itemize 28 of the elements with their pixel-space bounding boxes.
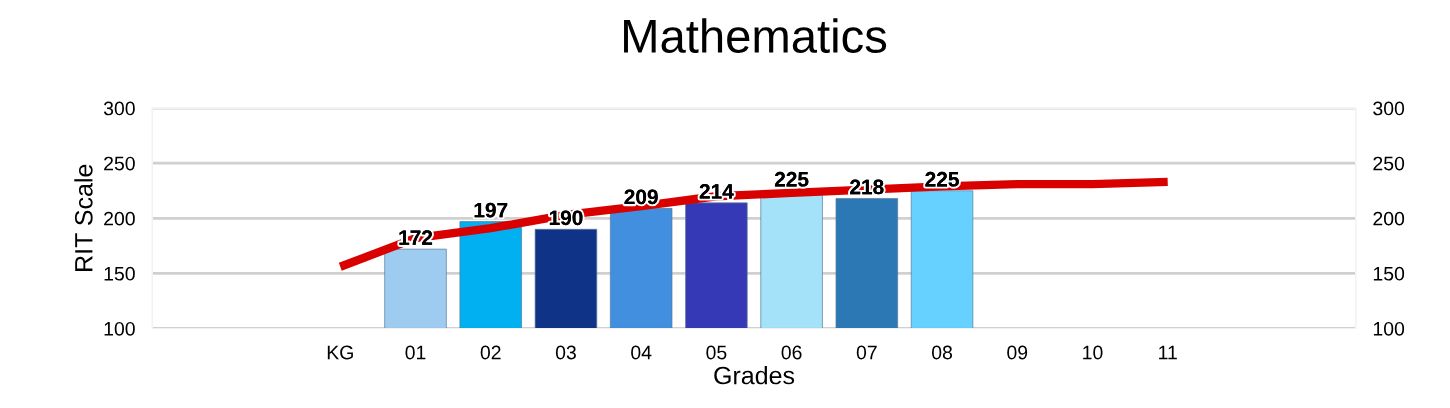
y-tick-label: 100: [104, 321, 135, 336]
y-tick-label: 250: [104, 156, 135, 171]
y2-tick-label: 250: [1373, 156, 1405, 171]
data-label: 209: [624, 189, 658, 205]
x-tick-label: 02: [480, 345, 501, 360]
x-tick-label: 09: [1007, 345, 1028, 360]
x-tick-label: 07: [856, 345, 877, 360]
y2-tick-label: 100: [1373, 321, 1405, 336]
data-label: 197: [474, 202, 508, 218]
x-tick-label: 01: [405, 345, 426, 360]
x-axis-title: Grades: [714, 366, 795, 385]
x-tick-label: 05: [706, 345, 727, 360]
y2-tick-label: 200: [1373, 211, 1405, 226]
y2-tick-label: 300: [1373, 101, 1405, 116]
y-axis-title: RIT Scale: [74, 164, 93, 271]
y-tick-label: 150: [104, 266, 135, 281]
x-tick-label: 04: [631, 345, 652, 360]
x-tick-label: 08: [931, 345, 953, 360]
y2-tick-label: 150: [1373, 266, 1405, 281]
data-label: 225: [774, 171, 809, 187]
x-tick-label: KG: [327, 345, 353, 360]
x-tick-label: 06: [781, 345, 802, 360]
y-tick-label: 200: [104, 211, 135, 226]
x-tick-label: 03: [555, 345, 576, 360]
chart-title: Mathematics: [624, 18, 887, 54]
x-tick-label: 10: [1083, 345, 1103, 360]
y-tick-label: 300: [103, 101, 135, 116]
x-tick-label: 11: [1159, 345, 1177, 360]
